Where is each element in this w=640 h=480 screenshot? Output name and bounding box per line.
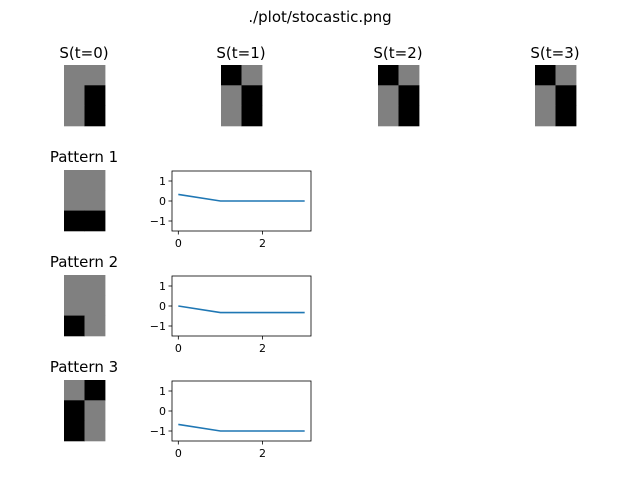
state-1-grid-cell-0-1	[241, 65, 263, 86]
state-2-grid	[378, 65, 420, 127]
overlap-line	[178, 305, 305, 314]
state-3-grid-cell-1-1	[555, 85, 577, 106]
image-grids	[64, 65, 577, 442]
state-3-grid-cell-0-0	[535, 65, 556, 86]
pattern-1-grid-cell-2-0	[64, 210, 85, 232]
state-3-title: S(t=3)	[530, 44, 579, 62]
state-2-grid-cell-1-0	[378, 85, 399, 106]
pattern-1-grid-cell-1-0	[64, 190, 85, 211]
state-1-grid	[221, 65, 263, 127]
pattern-1-grid-cell-2-1	[84, 210, 106, 232]
x-tick-label: 2	[259, 237, 266, 250]
state-0-grid-cell-2-1	[84, 105, 106, 127]
pattern-1-grid-cell-0-0	[64, 170, 85, 191]
state-1-grid-cell-2-1	[241, 105, 263, 127]
y-tick-label: 1	[159, 385, 166, 398]
overlap-chart-3: 1 0 −1 0 2	[150, 380, 312, 460]
pattern-1-grid-cell-1-1	[84, 190, 106, 211]
state-0-grid-cell-0-0	[64, 65, 85, 86]
pattern-3-grid	[64, 380, 106, 442]
chart-frame	[171, 380, 312, 442]
state-3-grid-cell-0-1	[555, 65, 577, 86]
state-0-title: S(t=0)	[59, 44, 108, 62]
pattern-3-grid-cell-2-0	[64, 420, 85, 442]
x-tick-label: 2	[259, 342, 266, 355]
overlap-charts: 1 0 −1 0 2 1 0 −1 0 2 1 0 −1 0 2	[150, 170, 312, 460]
pattern-3-grid-cell-2-1	[84, 420, 106, 442]
pattern-2-grid-cell-1-0	[64, 295, 85, 316]
pattern-2-grid-cell-2-0	[64, 315, 85, 337]
state-3-grid-cell-1-0	[535, 85, 556, 106]
pattern-3-grid-cell-1-1	[84, 400, 106, 421]
pattern-2-grid	[64, 275, 106, 337]
state-1-grid-cell-0-0	[221, 65, 242, 86]
pattern-2-grid-cell-1-1	[84, 295, 106, 316]
overlap-chart-2: 1 0 −1 0 2	[150, 275, 312, 355]
x-tick-label: 0	[175, 447, 182, 460]
x-tick-label: 0	[175, 342, 182, 355]
state-0-grid-cell-0-1	[84, 65, 106, 86]
figure-title: ./plot/stocastic.png	[248, 8, 391, 26]
state-1-grid-cell-2-0	[221, 105, 242, 127]
state-3-grid	[535, 65, 577, 127]
y-tick-label: −1	[150, 425, 166, 438]
x-tick-label: 0	[175, 237, 182, 250]
state-0-grid	[64, 65, 106, 127]
y-tick-label: 1	[159, 175, 166, 188]
pattern-3-grid-cell-1-0	[64, 400, 85, 421]
pattern-2-title: Pattern 2	[50, 253, 118, 271]
pattern-2-grid-cell-0-1	[84, 275, 106, 296]
chart-frame	[171, 275, 312, 337]
state-1-grid-cell-1-1	[241, 85, 263, 106]
state-3-grid-cell-2-1	[555, 105, 577, 127]
state-2-grid-cell-0-1	[398, 65, 420, 86]
pattern-3-grid-cell-0-1	[84, 380, 106, 401]
y-tick-label: 1	[159, 280, 166, 293]
pattern-1-title: Pattern 1	[50, 148, 118, 166]
overlap-line	[178, 193, 305, 202]
y-tick-label: 0	[159, 195, 166, 208]
state-0-grid-cell-1-0	[64, 85, 85, 106]
y-tick-label: 0	[159, 300, 166, 313]
state-2-grid-cell-2-1	[398, 105, 420, 127]
state-2-grid-cell-0-0	[378, 65, 399, 86]
x-tick-label: 2	[259, 447, 266, 460]
state-3-grid-cell-2-0	[535, 105, 556, 127]
state-0-grid-cell-1-1	[84, 85, 106, 106]
overlap-line	[178, 423, 305, 432]
pattern-2-grid-cell-2-1	[84, 315, 106, 337]
state-1-title: S(t=1)	[216, 44, 265, 62]
y-tick-label: −1	[150, 215, 166, 228]
pattern-1-grid	[64, 170, 106, 232]
pattern-2-grid-cell-0-0	[64, 275, 85, 296]
state-2-grid-cell-1-1	[398, 85, 420, 106]
state-2-grid-cell-2-0	[378, 105, 399, 127]
overlap-chart-1: 1 0 −1 0 2	[150, 170, 312, 250]
state-2-title: S(t=2)	[373, 44, 422, 62]
state-1-grid-cell-1-0	[221, 85, 242, 106]
y-tick-label: −1	[150, 320, 166, 333]
state-0-grid-cell-2-0	[64, 105, 85, 127]
y-tick-label: 0	[159, 405, 166, 418]
pattern-3-grid-cell-0-0	[64, 380, 85, 401]
pattern-3-title: Pattern 3	[50, 358, 118, 376]
pattern-1-grid-cell-0-1	[84, 170, 106, 191]
